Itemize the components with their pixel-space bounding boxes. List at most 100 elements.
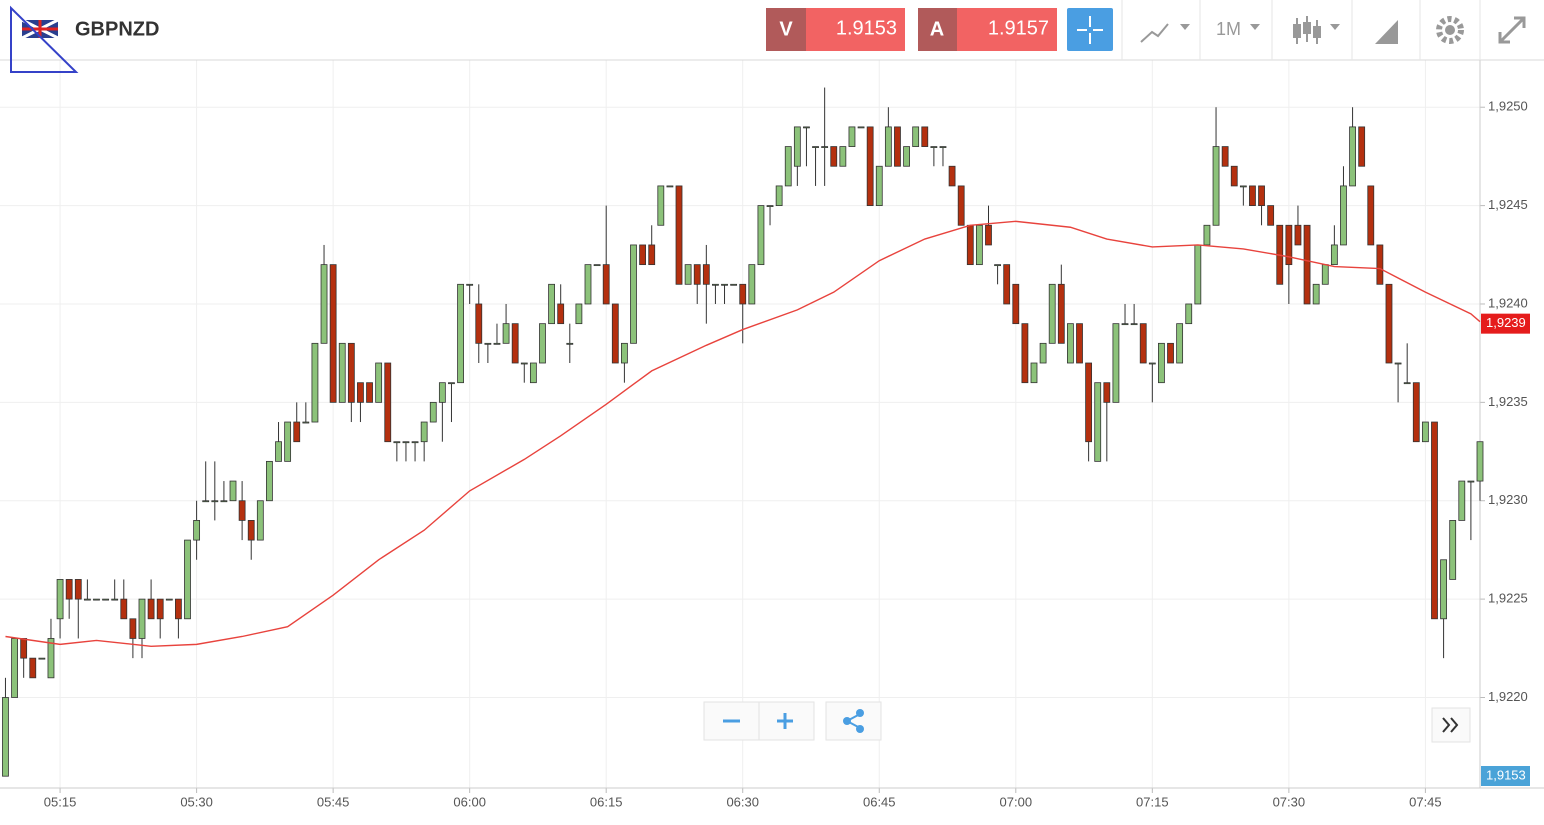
candle-body xyxy=(211,500,219,503)
sell-letter[interactable]: V xyxy=(779,18,793,40)
candle-body xyxy=(1185,303,1193,325)
candle-body xyxy=(338,342,346,403)
candle-body xyxy=(757,205,765,266)
candle-body xyxy=(639,244,647,266)
candle-body xyxy=(220,500,228,503)
candle-body xyxy=(1312,283,1320,305)
candle-body xyxy=(1194,244,1202,305)
candle-body xyxy=(347,342,355,403)
price-marker xyxy=(1481,766,1530,786)
candle-body xyxy=(175,598,182,620)
candle-body xyxy=(1267,205,1275,226)
sell-price-bg[interactable] xyxy=(806,8,905,51)
candle-body xyxy=(102,598,109,601)
share-icon xyxy=(856,725,864,733)
candle-body xyxy=(156,598,164,620)
buy-letter[interactable]: A xyxy=(930,18,944,40)
candle-body xyxy=(1467,480,1475,483)
candle-body xyxy=(1403,382,1411,385)
candle-body xyxy=(548,283,555,325)
candle-body xyxy=(484,342,492,345)
candle-body xyxy=(1139,323,1147,364)
candle-body xyxy=(985,224,992,246)
candle-body xyxy=(93,598,100,601)
buy-letter-bg[interactable] xyxy=(918,8,957,51)
candle-body xyxy=(320,264,328,344)
candle-body xyxy=(1048,283,1056,344)
candle-body xyxy=(29,657,37,679)
sell-button[interactable]: V 1.9153 xyxy=(766,8,905,51)
candle-body xyxy=(229,480,237,502)
candle-body xyxy=(375,362,383,403)
candle-body xyxy=(1440,559,1447,620)
sell-price[interactable]: 1.9153 xyxy=(836,17,897,39)
candle-body xyxy=(866,126,874,207)
draw-icon[interactable] xyxy=(1375,20,1398,44)
x-tick-label: 05:15 xyxy=(44,794,77,809)
candle-body xyxy=(1431,421,1438,620)
candle-body xyxy=(784,146,792,187)
candle-body xyxy=(502,323,510,344)
candle-body xyxy=(821,146,829,148)
candle-body xyxy=(429,401,437,423)
ma-value-marker xyxy=(1481,313,1530,334)
x-tick-label: 07:45 xyxy=(1409,794,1442,809)
buy-button[interactable]: A 1.9157 xyxy=(918,8,1057,51)
ma-value-label: 1,9239 xyxy=(1486,315,1526,330)
candle-body xyxy=(47,638,55,679)
candle-body xyxy=(939,146,947,148)
candle-body xyxy=(111,598,119,601)
candle-body xyxy=(2,697,9,777)
candle-body xyxy=(247,520,255,541)
candle-body xyxy=(948,165,956,187)
candle-body xyxy=(329,264,337,403)
candle-body xyxy=(1221,146,1229,167)
candle-body xyxy=(1385,283,1393,364)
candle-body xyxy=(1476,441,1484,482)
fullscreen-icon[interactable] xyxy=(1498,16,1526,44)
candle-body xyxy=(1349,126,1356,187)
settings-icon[interactable] xyxy=(1436,16,1464,44)
buy-price[interactable]: 1.9157 xyxy=(988,17,1049,39)
candle-body xyxy=(165,598,173,601)
candle-body xyxy=(566,342,574,345)
share-icon xyxy=(856,709,864,717)
candle-body xyxy=(1076,323,1083,364)
scroll-end-button[interactable] xyxy=(1431,707,1471,743)
candle-body xyxy=(1067,323,1074,364)
candle-body xyxy=(912,126,920,147)
candle-body xyxy=(74,579,82,600)
candle-body xyxy=(1239,185,1247,188)
share-icon xyxy=(843,717,851,725)
candle-body xyxy=(448,382,455,385)
candle-body xyxy=(1148,362,1156,365)
candle-body xyxy=(266,460,273,502)
candle-body xyxy=(402,441,410,444)
buy-price-bg[interactable] xyxy=(957,8,1057,51)
candle-body xyxy=(384,362,392,443)
share-box[interactable] xyxy=(825,701,882,741)
candle-body xyxy=(138,598,146,639)
crosshair-button[interactable] xyxy=(1067,8,1113,51)
candle-body xyxy=(1167,342,1174,364)
candle-body xyxy=(793,126,801,167)
candle-body xyxy=(684,264,692,285)
candle-body xyxy=(539,323,546,364)
candle-body xyxy=(1085,362,1093,443)
candle-body xyxy=(593,264,601,267)
candle-body xyxy=(202,500,210,503)
x-tick-label: 05:30 xyxy=(180,794,213,809)
candle-body xyxy=(1112,323,1120,403)
timeframe[interactable]: 1M xyxy=(1216,19,1241,39)
sell-letter-bg[interactable] xyxy=(766,8,806,51)
candle-body xyxy=(693,264,701,285)
zoom-in[interactable] xyxy=(777,713,793,729)
candle-body xyxy=(957,185,965,226)
candle-body xyxy=(284,421,292,462)
indicator-icon[interactable] xyxy=(1140,23,1169,43)
candle-body xyxy=(657,185,665,226)
candle-body xyxy=(857,126,865,129)
corner-marker xyxy=(10,5,79,73)
candle-body xyxy=(511,323,519,364)
candle-body xyxy=(411,441,419,444)
